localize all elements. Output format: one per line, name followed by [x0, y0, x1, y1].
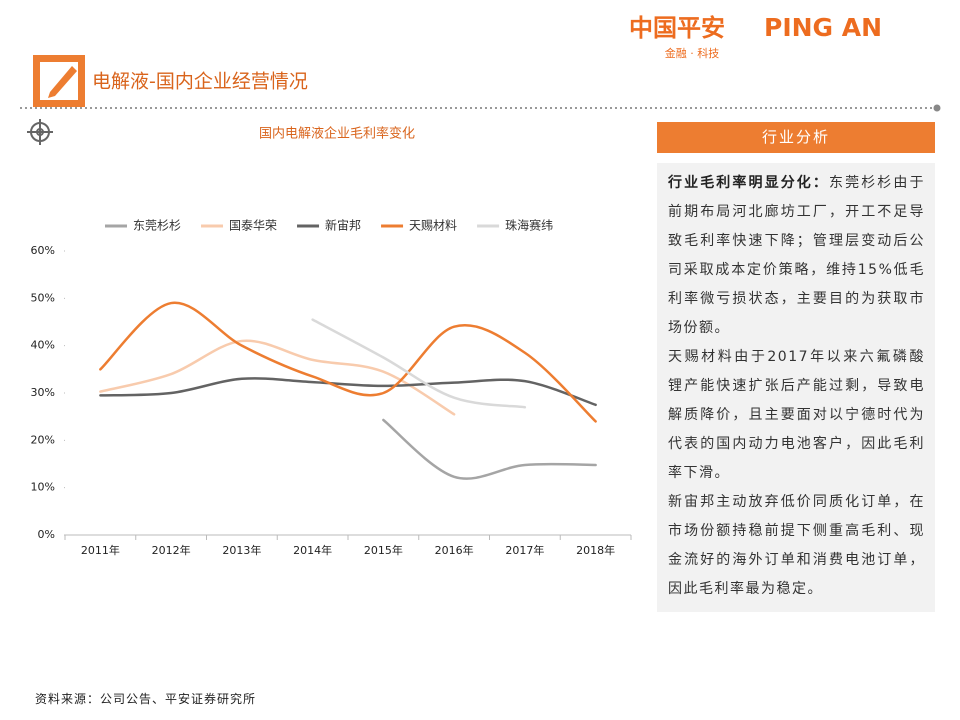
paragraph-text: 东莞杉杉由于前期布局河北廊坊工厂，开工不足导致毛利率快速下降；管理层变动后公司采… — [668, 175, 925, 336]
legend-label: 新宙邦 — [325, 218, 361, 233]
legend-label: 东莞杉杉 — [133, 219, 181, 233]
target-icon — [27, 119, 53, 145]
pencil — [48, 66, 77, 98]
chart-title: 国内电解液企业毛利率变化 — [259, 126, 415, 142]
logo-tagline: 金融 · 科技 — [665, 46, 720, 60]
y-tick-label: 20% — [31, 433, 55, 446]
x-tick-label: 2015年 — [364, 543, 403, 557]
panel-body: 行业毛利率明显分化：东莞杉杉由于前期布局河北廊坊工厂，开工不足导致毛利率快速下降… — [657, 163, 935, 612]
x-tick-label: 2016年 — [435, 543, 474, 557]
logo-en: PING AN — [764, 13, 882, 42]
y-tick-label: 10% — [31, 481, 55, 494]
series-line — [311, 318, 527, 409]
paragraph-text: 天赐材料由于2017年以来六氟磷酸锂产能快速扩张后产能过剩，导致电解质降价，且主… — [668, 349, 925, 481]
series-line — [99, 301, 597, 423]
legend-label: 国泰华荣 — [229, 219, 277, 233]
x-tick-label: 2011年 — [81, 543, 120, 557]
x-tick-label: 2018年 — [576, 543, 615, 557]
y-tick-label: 0% — [38, 528, 55, 541]
paragraph-lead: 行业毛利率明显分化： — [668, 175, 829, 191]
x-tick-label: 2014年 — [293, 543, 332, 557]
page-title: 电解液-国内企业经营情况 — [92, 71, 308, 93]
logo-cn: 中国平安 — [629, 14, 725, 42]
x-tick-label: 2012年 — [152, 543, 191, 557]
legend-label: 天赐材料 — [409, 219, 457, 233]
series-line — [382, 418, 597, 480]
source: 资料来源：公司公告、平安证券研究所 — [35, 692, 257, 706]
panel-paragraph: 行业毛利率明显分化：东莞杉杉由于前期布局河北廊坊工厂，开工不足导致毛利率快速下降… — [668, 169, 925, 343]
y-tick-label: 50% — [31, 291, 55, 304]
divider-dot — [933, 104, 941, 112]
series-line — [99, 377, 597, 407]
series-line — [99, 339, 456, 416]
legend-label: 珠海赛纬 — [505, 218, 553, 233]
paragraph-text: 新宙邦主动放弃低价同质化订单，在市场份额持稳前提下侧重高毛利、现金流好的海外订单… — [668, 494, 925, 597]
x-tick-label: 2013年 — [222, 543, 261, 557]
x-tick-label: 2017年 — [505, 543, 544, 557]
y-tick-label: 60% — [31, 244, 55, 257]
panel-title: 行业分析 — [657, 122, 935, 153]
y-tick-label: 40% — [31, 339, 55, 352]
panel-paragraph: 天赐材料由于2017年以来六氟磷酸锂产能快速扩张后产能过剩，导致电解质降价，且主… — [668, 343, 925, 488]
y-tick-label: 30% — [31, 386, 55, 399]
panel-paragraph: 新宙邦主动放弃低价同质化订单，在市场份额持稳前提下侧重高毛利、现金流好的海外订单… — [668, 488, 925, 604]
